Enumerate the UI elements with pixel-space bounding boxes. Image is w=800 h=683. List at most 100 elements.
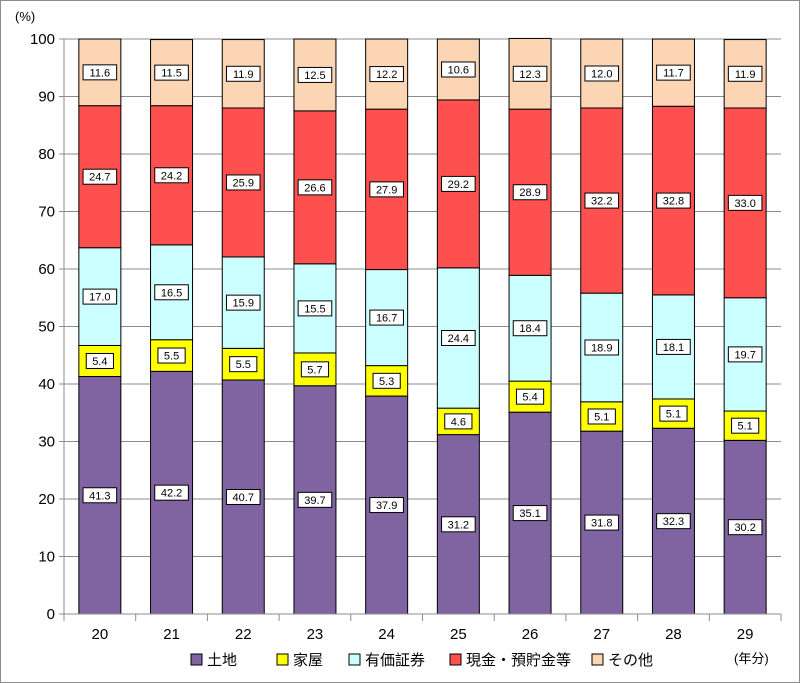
x-tick-label: 27 (593, 626, 610, 643)
data-label: 32.2 (591, 196, 612, 208)
data-label: 12.5 (304, 70, 325, 82)
data-label: 32.8 (663, 196, 684, 208)
y-tick-label: 100 (30, 31, 55, 48)
legend-swatch (190, 653, 203, 666)
data-label: 4.6 (451, 416, 466, 428)
data-label: 32.3 (663, 516, 684, 528)
legend-label: 家屋 (293, 651, 323, 669)
data-label-box (157, 347, 186, 364)
data-label-box (656, 513, 691, 530)
data-label: 28.9 (519, 187, 540, 199)
data-label: 18.1 (663, 342, 684, 354)
data-label: 15.5 (304, 303, 325, 315)
data-label: 30.2 (734, 522, 755, 534)
y-tick-label: 10 (38, 549, 55, 566)
data-label: 16.7 (376, 313, 397, 325)
data-label: 5.1 (738, 421, 753, 433)
data-label: 24.7 (89, 172, 110, 184)
data-label-box (82, 487, 118, 504)
data-label-box (82, 168, 118, 185)
data-label-box (441, 61, 476, 78)
data-label: 12.3 (519, 69, 540, 81)
data-label: 17.0 (89, 292, 110, 304)
data-label-box (229, 356, 258, 373)
x-tick-label: 26 (522, 626, 539, 643)
data-label-box (297, 179, 333, 196)
data-label: 5.4 (522, 392, 537, 404)
data-label-box (225, 174, 261, 191)
data-label-box (727, 65, 763, 82)
data-label: 11.9 (233, 69, 254, 81)
data-label-box (441, 516, 476, 533)
x-tick-label: 29 (737, 626, 754, 643)
data-label-box (154, 484, 189, 501)
data-label: 29.2 (448, 179, 469, 191)
x-tick-label: 25 (450, 626, 467, 643)
data-label: 5.5 (164, 351, 179, 363)
data-label: 35.1 (519, 508, 540, 520)
data-label-box (515, 388, 545, 405)
data-label: 18.9 (591, 342, 612, 354)
y-tick-label: 70 (38, 204, 55, 221)
data-label-box (369, 66, 404, 83)
data-label: 5.1 (666, 409, 681, 421)
data-label-box (441, 330, 476, 346)
data-label: 19.7 (734, 349, 755, 361)
data-label-box (444, 413, 473, 430)
data-label-box (225, 294, 261, 311)
data-label-box (656, 64, 691, 81)
data-label: 11.9 (735, 69, 756, 81)
y-tick-label: 60 (38, 261, 55, 278)
legend-swatch (348, 653, 361, 666)
data-label-box (441, 175, 476, 192)
data-label: 40.7 (233, 492, 254, 504)
data-label: 5.1 (594, 411, 609, 423)
data-label-box (727, 194, 763, 211)
data-label: 24.4 (448, 333, 469, 345)
data-label: 39.7 (304, 495, 325, 507)
data-label-box (225, 488, 261, 505)
x-tick-label: 24 (378, 626, 395, 643)
data-label-box (82, 288, 118, 305)
data-label-box (512, 320, 548, 337)
data-label: 5.7 (307, 364, 322, 376)
y-tick-label: 0 (47, 606, 55, 623)
x-tick-label: 28 (665, 626, 682, 643)
data-label-box (584, 339, 620, 356)
legend-swatch (449, 653, 462, 666)
data-label: 27.9 (376, 184, 397, 196)
data-label-box (656, 192, 691, 209)
data-label-box (727, 346, 763, 363)
legend-label: 現金・預貯金等 (466, 651, 571, 669)
data-label-box (512, 65, 548, 82)
x-tick-label: 20 (92, 626, 109, 643)
data-label-box (225, 65, 261, 82)
legend-label: 土地 (207, 651, 237, 669)
data-label-box (727, 519, 763, 536)
x-tick-label: 22 (235, 626, 252, 643)
data-label-box (85, 353, 114, 369)
data-label-box (369, 181, 404, 198)
data-label-box (584, 65, 620, 82)
data-label-box (369, 309, 404, 326)
data-label: 16.5 (161, 287, 182, 299)
data-label: 24.2 (161, 170, 182, 182)
data-label: 11.7 (663, 68, 684, 80)
y-tick-label: 90 (38, 89, 55, 106)
data-label-box (154, 284, 189, 301)
data-label: 12.0 (591, 69, 612, 81)
axes: 0 10 20 30 40 50 60 70 80 90 100 20 21 22 23 24 25 26 27 28… (30, 31, 782, 643)
data-label: 5.5 (236, 359, 251, 371)
data-label-box (154, 167, 189, 184)
y-tick-label: 80 (38, 146, 55, 163)
data-label-box (584, 514, 620, 531)
data-label-box (82, 64, 118, 81)
data-label-box (300, 361, 330, 378)
data-label-box (154, 64, 189, 81)
legend: 土地 家屋 有価証券 現金・預貯金等 その他 (190, 651, 653, 669)
data-label-box (369, 497, 404, 514)
data-label: 26.6 (304, 182, 325, 194)
data-label: 11.6 (90, 67, 111, 79)
